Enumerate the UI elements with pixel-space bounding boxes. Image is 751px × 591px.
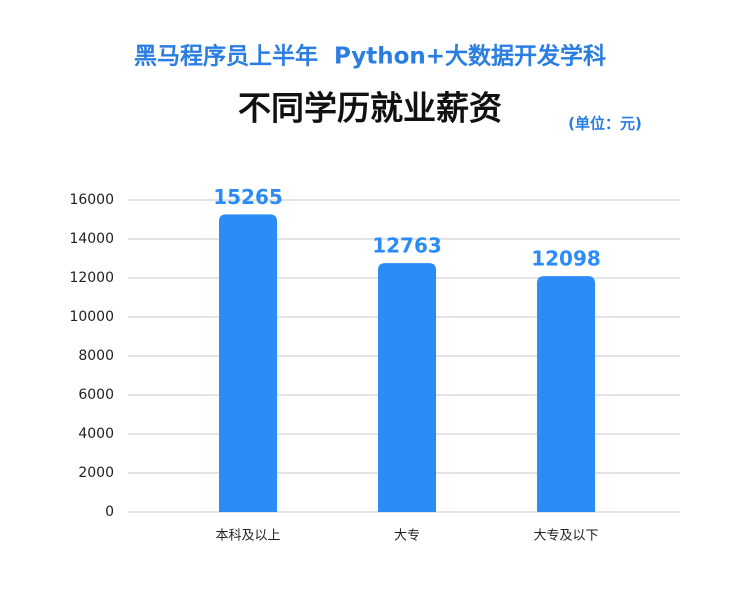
x-tick-label: 大专 <box>394 529 420 544</box>
bar <box>378 263 436 512</box>
bar <box>219 214 277 512</box>
x-tick-label: 大专及以下 <box>533 529 598 544</box>
y-tick-label: 4000 <box>78 426 114 442</box>
chart-title: 黑马程序员上半年 Python+大数据开发学科 <box>134 43 606 70</box>
x-tick-label: 本科及以上 <box>215 529 280 544</box>
bar <box>537 276 595 512</box>
y-tick-label: 0 <box>105 504 114 520</box>
data-label: 12098 <box>531 247 601 271</box>
y-tick-label: 16000 <box>69 192 114 208</box>
y-tick-label: 14000 <box>69 231 114 247</box>
y-tick-label: 8000 <box>78 348 114 364</box>
chart-subtitle: 不同学历就业薪资 <box>238 89 502 128</box>
y-tick-label: 10000 <box>69 309 114 325</box>
y-tick-label: 2000 <box>78 465 114 481</box>
unit-note: (单位：元) <box>568 115 642 133</box>
data-label: 15265 <box>213 185 283 209</box>
y-tick-label: 6000 <box>78 387 114 403</box>
y-tick-label: 12000 <box>69 270 114 286</box>
data-label: 12763 <box>372 234 442 258</box>
